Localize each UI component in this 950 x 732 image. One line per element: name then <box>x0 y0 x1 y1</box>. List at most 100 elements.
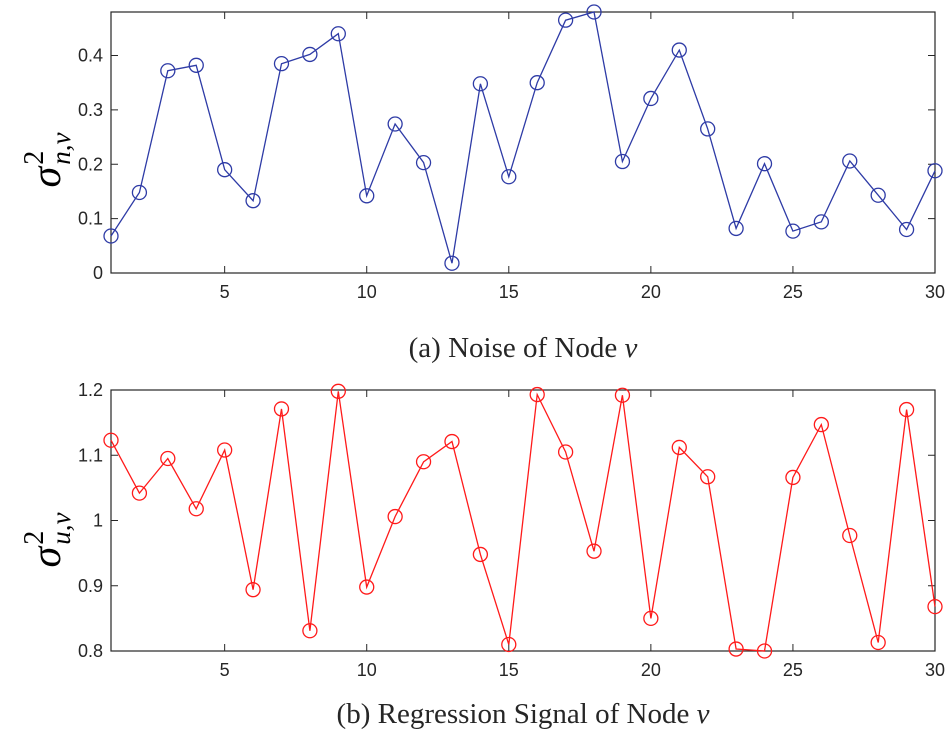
panel-a-xtick-label-30: 30 <box>925 282 945 302</box>
panel-b-xlabel-variable: v <box>697 698 710 730</box>
panel-b-xlabel-text: (b) Regression Signal of Node <box>337 698 697 730</box>
panel-b-xtick-label-10: 10 <box>357 660 377 680</box>
panel-a-data-point-6 <box>245 193 261 209</box>
panel-a-xtick-label-5: 5 <box>220 282 230 302</box>
panel-a-ylabel-subscript: n,v <box>46 133 76 165</box>
panel-a-data-point-29 <box>898 221 915 238</box>
panel-a-data-point-22 <box>700 121 716 137</box>
panel-a-xtick-label-25: 25 <box>783 282 803 302</box>
panel-a-data-point-28 <box>870 187 886 203</box>
panel-b-data-point-27 <box>842 527 858 544</box>
panel-a-data-point-18 <box>586 4 602 20</box>
panel-a-data-point-1 <box>103 228 119 244</box>
panel-b: 5 10 15 20 25 30 0.8 0.9 1 1.1 1.2 (b) Regression S… <box>19 380 945 730</box>
panel-a-data-point-10 <box>359 188 375 204</box>
panel-b-data-point-29 <box>898 401 915 418</box>
panel-b-data-point-6 <box>245 582 261 598</box>
panel-b-xtick-label-5: 5 <box>220 660 230 680</box>
panel-b-data-point-19 <box>614 387 631 403</box>
panel-b-data-point-8 <box>302 623 318 639</box>
panel-a-data-point-4 <box>188 57 204 73</box>
panel-a-data-point-20 <box>643 90 659 107</box>
panel-a-xtick-label-20: 20 <box>641 282 661 302</box>
panel-b-ylabel-symbol: σ <box>24 544 70 567</box>
panel-a-xtick-label-10: 10 <box>357 282 377 302</box>
panel-a-data-point-12 <box>415 154 432 171</box>
panel-a-xlabel: (a) Noise of Node v <box>409 332 638 364</box>
panel-b-data-point-30 <box>927 598 943 615</box>
panel-b-data-point-17 <box>557 444 574 460</box>
panel-b-data-point-11 <box>387 508 403 525</box>
panel-b-data-point-7 <box>273 401 290 417</box>
panel-b-ytick-label-0.9: 0.9 <box>78 576 103 596</box>
panel-a-data-point-2 <box>131 184 148 201</box>
panel-a-data-point-13 <box>444 255 460 271</box>
panel-b-data-point-14 <box>472 546 489 563</box>
panel-b-data-point-24 <box>756 643 773 659</box>
panel-b-data-point-9 <box>330 383 346 399</box>
panel-a-ytick-label-0.1: 0.1 <box>78 209 103 229</box>
panel-a-data-point-14 <box>472 76 489 92</box>
panel-a-data-point-27 <box>842 153 858 169</box>
panel-a-ylabel-superscript: 2 <box>19 151 50 165</box>
panel-a-data-point-9 <box>330 26 346 42</box>
panel-b-ylabel-superscript: 2 <box>19 531 50 545</box>
panel-a: 5 10 15 20 25 30 0 0.1 0.2 0.3 0.4 (a) Noise of Nod… <box>19 4 945 364</box>
panel-a-ylabel-symbol: σ <box>24 164 70 187</box>
panel-b-xtick-label-20: 20 <box>641 660 661 680</box>
panel-b-data-point-1 <box>103 432 119 448</box>
panel-a-ytick-label-0.2: 0.2 <box>78 154 103 174</box>
panel-a-xtick-label-15: 15 <box>499 282 519 302</box>
panel-a-data-point-25 <box>785 223 801 239</box>
panel-a-data-point-15 <box>501 169 517 185</box>
panel-a-ytick-label-0.4: 0.4 <box>78 46 103 66</box>
panel-a-data-point-16 <box>529 75 545 91</box>
panel-b-data-point-2 <box>131 485 148 501</box>
panel-b-ylabel-subscript: u,v <box>46 513 76 545</box>
panel-a-ytick-label-0.3: 0.3 <box>78 100 103 120</box>
panel-a-data-point-3 <box>160 63 176 79</box>
panel-a-data-point-5 <box>217 162 233 178</box>
panel-b-data-point-26 <box>813 416 829 433</box>
panel-b-xtick-label-30: 30 <box>925 660 945 680</box>
panel-b-xtick-label-25: 25 <box>783 660 803 680</box>
panel-a-xlabel-variable: v <box>624 332 637 364</box>
panel-b-data-point-22 <box>700 469 716 485</box>
panel-b-data-point-23 <box>728 641 744 657</box>
panel-a-data-point-21 <box>671 42 687 58</box>
panel-b-data-point-15 <box>501 636 517 653</box>
panel-b-data-point-12 <box>415 454 432 470</box>
panel-b-ylabel: σ2u,v <box>19 513 76 568</box>
panel-b-data-point-25 <box>785 469 801 486</box>
panel-b-ytick-label-1.2: 1.2 <box>78 380 103 400</box>
panel-a-data-point-19 <box>614 153 631 170</box>
panel-a-data-point-26 <box>813 214 829 230</box>
panel-b-data-point-28 <box>870 634 886 651</box>
panel-a-data-point-30 <box>927 163 943 179</box>
panel-b-data-point-5 <box>217 442 233 458</box>
panel-a-data-point-8 <box>302 46 318 63</box>
panel-a-ylabel: σ2n,v <box>19 133 76 188</box>
panel-b-xlabel: (b) Regression Signal of Node v <box>337 698 710 730</box>
panel-a-axes-box <box>110 11 936 274</box>
panel-b-ytick-label-0.8: 0.8 <box>78 641 103 661</box>
panel-a-data-point-11 <box>387 116 403 132</box>
panel-a-data-point-17 <box>557 12 574 28</box>
panel-b-data-point-3 <box>160 450 176 467</box>
panel-a-ytick-label-0: 0 <box>93 263 103 283</box>
panel-b-data-point-18 <box>586 543 602 559</box>
panel-a-data-point-24 <box>756 156 773 172</box>
panel-b-data-point-10 <box>359 579 375 595</box>
panel-b-ytick-label-1.1: 1.1 <box>78 445 103 465</box>
panel-a-data-point-23 <box>728 220 744 237</box>
panel-b-data-point-4 <box>188 501 204 517</box>
panel-a-xlabel-text: (a) Noise of Node <box>409 332 625 364</box>
panel-b-xtick-label-15: 15 <box>499 660 519 680</box>
panel-a-data-point-7 <box>273 56 290 72</box>
panel-b-data-point-16 <box>529 386 545 403</box>
panel-b-data-point-20 <box>643 610 659 627</box>
panel-b-ytick-label-1: 1 <box>93 511 103 531</box>
panel-b-data-point-13 <box>444 433 460 450</box>
panel-b-series-line <box>110 391 936 652</box>
